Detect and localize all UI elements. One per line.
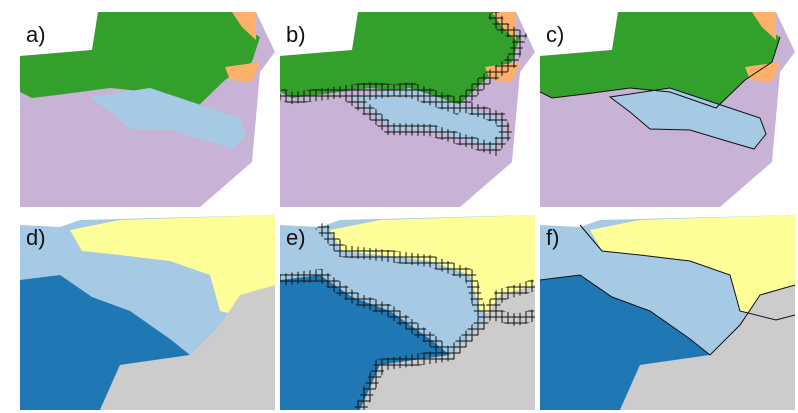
panel-d: [20, 215, 275, 410]
panel-label: b): [286, 22, 306, 47]
panel-label: c): [546, 22, 564, 47]
panel-a: [20, 12, 275, 207]
panel-b: [280, 12, 535, 207]
panel-label: a): [26, 22, 46, 47]
panel-f: [540, 215, 795, 410]
panel-label: e): [286, 225, 306, 250]
panel-e: [280, 215, 535, 410]
panel-c: [540, 12, 795, 207]
panel-label: f): [546, 225, 559, 250]
panel-label: d): [26, 225, 46, 250]
